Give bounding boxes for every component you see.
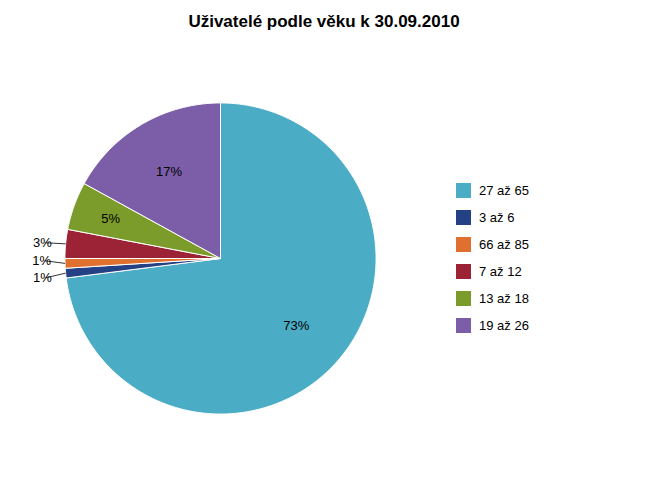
html-text:3 až 6: 3 až 6 (479, 210, 515, 225)
svg-text:73%: 73% (283, 318, 309, 333)
svg-text:5%: 5% (101, 211, 120, 226)
html-text:66 až 85: 66 až 85 (479, 237, 529, 252)
svg-text:1%: 1% (33, 270, 52, 285)
svg-text:1%: 1% (32, 253, 51, 268)
svg-text:3%: 3% (33, 235, 52, 250)
svg-text:17%: 17% (156, 164, 182, 179)
html-text:19 až 26: 19 až 26 (479, 318, 529, 333)
html-text:Uživatelé podle věku k 30.09.2: Uživatelé podle věku k 30.09.2010 (188, 12, 460, 31)
html-text:13 až 18: 13 až 18 (479, 291, 529, 306)
html-text:7 až 12: 7 až 12 (479, 264, 522, 279)
html-text:27 až 65: 27 až 65 (479, 183, 529, 198)
